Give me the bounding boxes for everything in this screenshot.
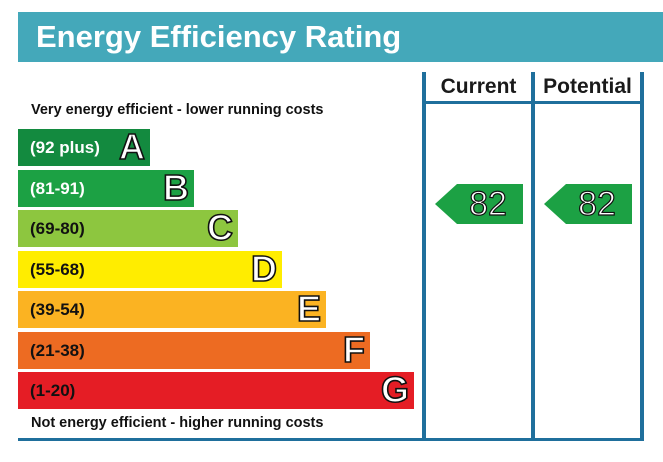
- frame-bottom-line: [18, 438, 644, 441]
- band-a: (92 plus) A: [18, 125, 150, 168]
- band-g: (1-20) G: [18, 368, 414, 411]
- page-title: Energy Efficiency Rating: [36, 19, 402, 54]
- band-range: (39-54): [30, 300, 85, 319]
- band-range: (81-91): [30, 178, 85, 198]
- band-letter: C: [206, 206, 234, 249]
- band-range: (21-38): [30, 340, 85, 360]
- potential-rating-value: 82: [577, 184, 616, 223]
- title-bar: Energy Efficiency Rating: [18, 12, 663, 62]
- frame-right-line: [640, 72, 644, 440]
- band-b: (81-91) B: [18, 166, 194, 209]
- band-range: (55-68): [30, 259, 85, 279]
- header-underline-potential: [531, 101, 644, 104]
- frame-divider-line: [531, 72, 535, 440]
- band-range: (1-20): [30, 381, 76, 400]
- column-header-potential: Potential: [543, 75, 632, 98]
- bottom-note: Not energy efficient - higher running co…: [31, 415, 324, 431]
- band-range: (69-80): [30, 219, 85, 238]
- current-rating-arrow: 82: [435, 184, 523, 224]
- band-letter: A: [118, 125, 146, 168]
- arrow-shape-icon: [544, 184, 632, 224]
- arrow-polygon: [544, 184, 632, 224]
- band-letter: D: [250, 247, 278, 290]
- potential-rating-arrow: 82: [544, 184, 632, 224]
- band-letter: G: [380, 368, 410, 411]
- current-rating-value: 82: [468, 184, 507, 223]
- header-underline-current: [422, 101, 535, 104]
- band-e: (39-54) E: [18, 287, 326, 330]
- band-range: (92 plus): [30, 138, 100, 157]
- top-note: Very energy efficient - lower running co…: [31, 102, 324, 118]
- band-f: (21-38) F: [18, 328, 370, 371]
- arrow-shape-icon: [435, 184, 523, 224]
- column-header-current: Current: [440, 75, 517, 98]
- band-d: (55-68) D: [18, 247, 282, 290]
- band-c: (69-80) C: [18, 206, 238, 249]
- arrow-polygon: [435, 184, 523, 224]
- band-letter: E: [296, 287, 322, 330]
- frame-top-line: [422, 72, 426, 440]
- band-letter: B: [162, 166, 190, 209]
- band-letter: F: [342, 328, 366, 371]
